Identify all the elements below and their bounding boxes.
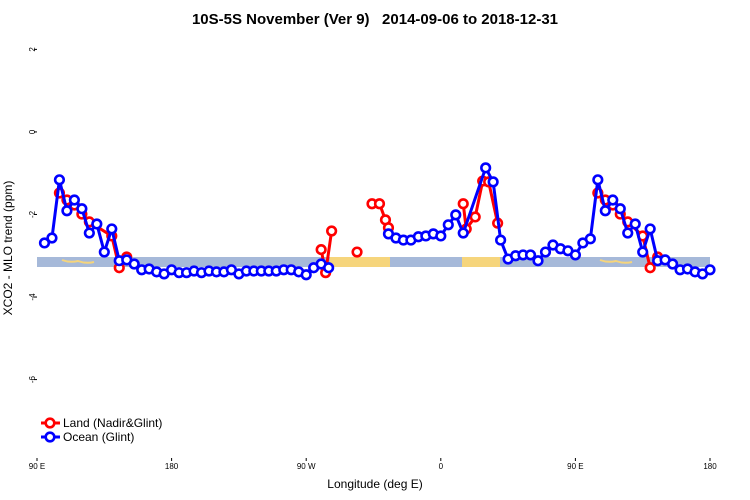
x-tick-label: 90 E bbox=[567, 462, 583, 471]
data-point bbox=[373, 198, 386, 210]
data-point bbox=[323, 262, 335, 274]
data-point bbox=[584, 233, 596, 245]
y-axis-label: XCO2 - MLO trend (ppm) bbox=[1, 181, 15, 316]
x-tick-label: 180 bbox=[165, 462, 179, 471]
data-point bbox=[480, 162, 492, 174]
data-point bbox=[592, 174, 604, 186]
data-point bbox=[106, 223, 118, 235]
data-point bbox=[457, 198, 469, 210]
data-point bbox=[524, 249, 537, 261]
x-tick-label: 90 E bbox=[29, 462, 45, 471]
data-point bbox=[607, 194, 619, 206]
land-fleck bbox=[61, 259, 95, 264]
data-point bbox=[704, 264, 716, 276]
data-point bbox=[622, 227, 634, 239]
legend-marker bbox=[44, 417, 56, 429]
data-point bbox=[53, 174, 66, 186]
land-band bbox=[462, 257, 500, 267]
data-point bbox=[532, 255, 544, 267]
y-tick-label: -2 bbox=[28, 210, 37, 218]
data-point bbox=[61, 205, 73, 217]
y-tick-label: -4 bbox=[28, 293, 37, 301]
data-point bbox=[667, 258, 679, 270]
data-point bbox=[539, 246, 552, 258]
data-point bbox=[83, 227, 95, 239]
land-mask-band bbox=[37, 257, 710, 267]
data-point bbox=[637, 246, 649, 258]
data-point bbox=[46, 232, 58, 244]
y-tick-label: 0 bbox=[28, 129, 37, 134]
data-point bbox=[98, 246, 110, 258]
data-point bbox=[91, 218, 103, 230]
data-point bbox=[599, 205, 611, 217]
data-point bbox=[644, 223, 656, 235]
legend-label: Land (Nadir&Glint) bbox=[63, 416, 162, 430]
x-tick-label: 180 bbox=[703, 462, 717, 471]
data-point bbox=[629, 218, 641, 230]
data-point bbox=[315, 243, 327, 256]
legend-marker bbox=[44, 431, 56, 443]
data-point bbox=[128, 258, 140, 270]
data-point bbox=[644, 262, 656, 274]
x-axis-label: Longitude (deg E) bbox=[327, 477, 422, 491]
series bbox=[38, 162, 716, 281]
x-tick-label: 0 bbox=[439, 462, 444, 471]
data-point bbox=[495, 234, 507, 246]
land-band bbox=[330, 257, 390, 267]
data-point bbox=[300, 269, 312, 281]
x-tick-label: 90 W bbox=[297, 462, 316, 471]
land-fleck bbox=[599, 259, 633, 264]
legend: Land (Nadir&Glint)Ocean (Glint) bbox=[41, 416, 162, 444]
y-tick-label: 2 bbox=[28, 47, 37, 52]
data-point bbox=[457, 227, 469, 239]
data-point bbox=[351, 246, 363, 258]
data-point bbox=[614, 203, 626, 215]
data-point bbox=[326, 225, 338, 237]
data-point bbox=[450, 209, 462, 221]
data-point bbox=[487, 176, 499, 188]
data-point bbox=[38, 237, 51, 249]
data-point bbox=[469, 211, 481, 223]
data-point bbox=[569, 249, 582, 261]
legend-label: Ocean (Glint) bbox=[63, 430, 134, 444]
chart-title: 10S-5S November (Ver 9) 2014-09-06 to 20… bbox=[192, 11, 558, 28]
data-point bbox=[68, 194, 80, 206]
data-point bbox=[76, 203, 88, 215]
data-point bbox=[435, 230, 447, 242]
data-point bbox=[442, 219, 454, 231]
y-tick-label: -6 bbox=[28, 375, 37, 383]
